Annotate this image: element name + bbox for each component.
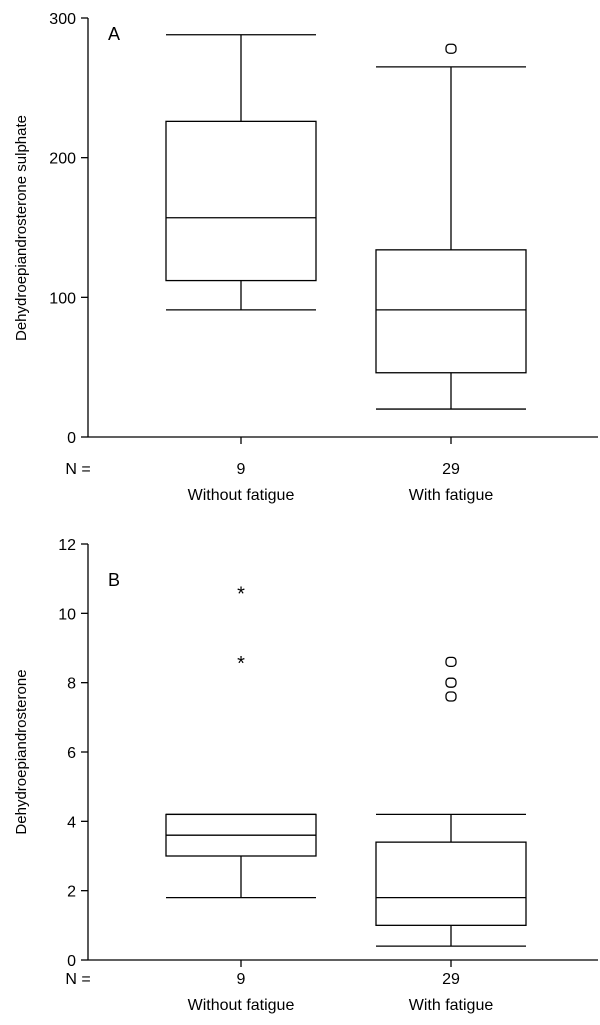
- panel-label: B: [108, 570, 120, 590]
- outlier-marker: [445, 656, 457, 668]
- n-value: 9: [237, 971, 246, 988]
- category-label: Without fatigue: [188, 997, 295, 1014]
- n-prefix-label: N =: [65, 461, 90, 478]
- outlier-marker: [445, 677, 457, 688]
- outlier-marker: [445, 43, 457, 54]
- y-tick-label: 0: [67, 953, 76, 970]
- y-tick-label: 200: [49, 151, 76, 168]
- y-axis-title: Dehydroepiandrosterone sulphate: [13, 115, 30, 341]
- y-tick-label: 6: [67, 745, 76, 762]
- y-tick-label: 300: [49, 11, 76, 28]
- y-tick-label: 10: [58, 606, 76, 623]
- y-tick-label: 0: [67, 430, 76, 447]
- extreme-marker: *: [237, 653, 245, 675]
- n-value: 9: [237, 461, 246, 478]
- box-iqr: [165, 120, 317, 282]
- panel-label: A: [108, 24, 120, 44]
- n-prefix-label: N =: [65, 971, 90, 988]
- y-tick-label: 8: [67, 676, 76, 693]
- category-label: Without fatigue: [188, 487, 295, 504]
- y-tick-label: 12: [58, 537, 76, 554]
- y-axis-title: Dehydroepiandrosterone: [13, 669, 30, 834]
- extreme-marker: *: [237, 584, 245, 606]
- n-value: 29: [442, 971, 460, 988]
- box-iqr: [375, 841, 527, 926]
- y-tick-label: 100: [49, 290, 76, 307]
- outlier-marker: [445, 691, 457, 702]
- n-value: 29: [442, 461, 460, 478]
- category-label: With fatigue: [409, 997, 494, 1014]
- y-tick-label: 2: [67, 884, 76, 901]
- box-iqr: [375, 249, 527, 374]
- y-tick-label: 4: [67, 814, 76, 831]
- category-label: With fatigue: [409, 487, 494, 504]
